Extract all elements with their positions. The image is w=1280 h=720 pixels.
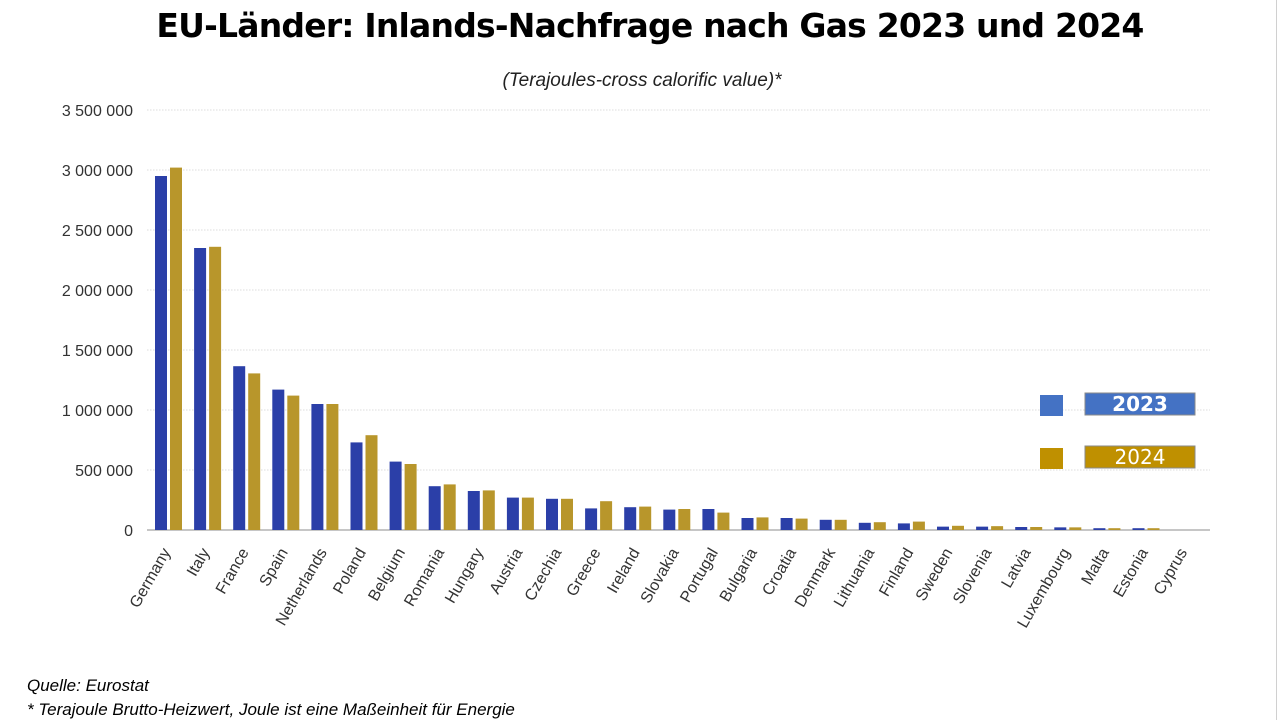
x-tick-label: Czechia (522, 545, 566, 604)
bar-2024 (443, 484, 456, 530)
bar-2023 (897, 523, 910, 530)
bar-2023 (1054, 527, 1067, 530)
bar-2023 (702, 509, 715, 530)
y-tick-label: 0 (124, 523, 133, 540)
x-tick-label: Belgium (365, 546, 409, 605)
bar-2024 (1030, 527, 1043, 530)
bar-2023 (428, 486, 441, 530)
y-tick-label: 500 000 (75, 463, 133, 480)
bar-2023 (663, 509, 676, 530)
bar-2024 (639, 506, 652, 530)
chart-subtitle: (Terajoules-cross calorific value)* (502, 70, 782, 91)
x-tick-label: Latvia (999, 545, 1035, 591)
bar-2024 (952, 525, 964, 530)
x-tick-label: Spain (257, 546, 292, 590)
y-tick-label: 3 500 000 (62, 103, 133, 120)
bar-2024 (170, 167, 182, 530)
y-tick-label: 2 500 000 (62, 223, 133, 240)
x-tick-label: Slovakia (638, 545, 683, 606)
x-tick-label: Ireland (604, 546, 643, 597)
x-tick-label: Portugal (677, 546, 722, 606)
bar-2024 (795, 518, 808, 530)
bar-2023 (194, 248, 207, 530)
x-tick-label: Finland (876, 546, 917, 600)
bar-2024 (991, 526, 1004, 530)
bar-2024 (209, 246, 222, 531)
x-tick-label: Bulgaria (717, 545, 761, 604)
chart-title: EU-Länder: Inlands-Nachfrage nach Gas 20… (156, 6, 1144, 45)
x-tick-label: Croatia (760, 545, 801, 598)
x-tick-label: Austria (487, 545, 527, 597)
x-tick-label: Estonia (1111, 545, 1152, 600)
bar-2024 (521, 497, 534, 530)
bar-2024 (1069, 527, 1082, 530)
x-tick-label: Slovenia (950, 545, 995, 607)
unit-footnote: * Terajoule Brutto-Heizwert, Joule ist e… (27, 700, 515, 719)
bar-2023 (858, 522, 871, 530)
bar-2024 (834, 519, 847, 530)
x-tick-label: Sweden (913, 546, 957, 605)
bar-2023 (976, 526, 989, 530)
x-tick-label: Germany (127, 546, 175, 611)
legend-swatch-2023 (1040, 395, 1063, 416)
bar-2023 (1015, 527, 1028, 530)
legend-label-box (1084, 445, 1196, 469)
legend-label: 2023 (1112, 392, 1168, 416)
legend-label: 2024 (1115, 445, 1166, 469)
x-tick-label: Italy (184, 546, 213, 580)
bar-2023 (350, 442, 363, 530)
bar-2024 (912, 521, 925, 530)
source-note: Quelle: Eurostat (27, 676, 149, 695)
bar-2024 (1108, 528, 1121, 530)
x-tick-label: Poland (330, 546, 370, 598)
bar-2024 (287, 395, 300, 530)
bar-2023 (506, 497, 519, 530)
bar-2024 (600, 501, 613, 530)
bar-2024 (248, 373, 261, 530)
bar-2023 (741, 518, 754, 530)
bar-2023 (155, 176, 167, 530)
bar-2023 (272, 389, 285, 530)
x-tick-label: France (213, 545, 253, 597)
x-tick-label: Greece (564, 545, 605, 599)
bar-2023 (389, 461, 402, 530)
bar-2023 (585, 508, 598, 530)
bar-2023 (467, 491, 480, 530)
bar-2023 (1093, 528, 1106, 530)
bar-2023 (546, 498, 558, 530)
bar-2024 (326, 404, 339, 530)
legend-label-box (1084, 392, 1196, 416)
bar-2023 (937, 526, 949, 530)
bar-2024 (873, 522, 886, 530)
bar-2024 (365, 435, 378, 530)
frame-border (1276, 0, 1277, 720)
bar-2024 (756, 517, 769, 530)
x-tick-label: Hungary (442, 546, 487, 607)
bar-2024 (717, 512, 730, 530)
bar-2024 (404, 464, 417, 530)
y-tick-label: 1 000 000 (62, 403, 133, 420)
bar-2023 (233, 366, 246, 530)
bar-2024 (1147, 528, 1160, 530)
x-tick-label: Malta (1079, 545, 1113, 587)
bar-2023 (624, 507, 637, 530)
y-tick-label: 3 000 000 (62, 163, 133, 180)
bar-2024 (561, 498, 573, 530)
y-tick-label: 2 000 000 (62, 283, 133, 300)
bar-2023 (780, 518, 793, 530)
bar-2024 (482, 490, 495, 530)
bar-2023 (311, 404, 324, 530)
legend-swatch-2024 (1040, 448, 1063, 469)
y-tick-label: 1 500 000 (62, 343, 133, 360)
bar-2024 (678, 509, 691, 530)
bar-2023 (1132, 528, 1145, 530)
bar-2023 (819, 519, 832, 530)
x-tick-label: Cyprus (1151, 546, 1191, 598)
